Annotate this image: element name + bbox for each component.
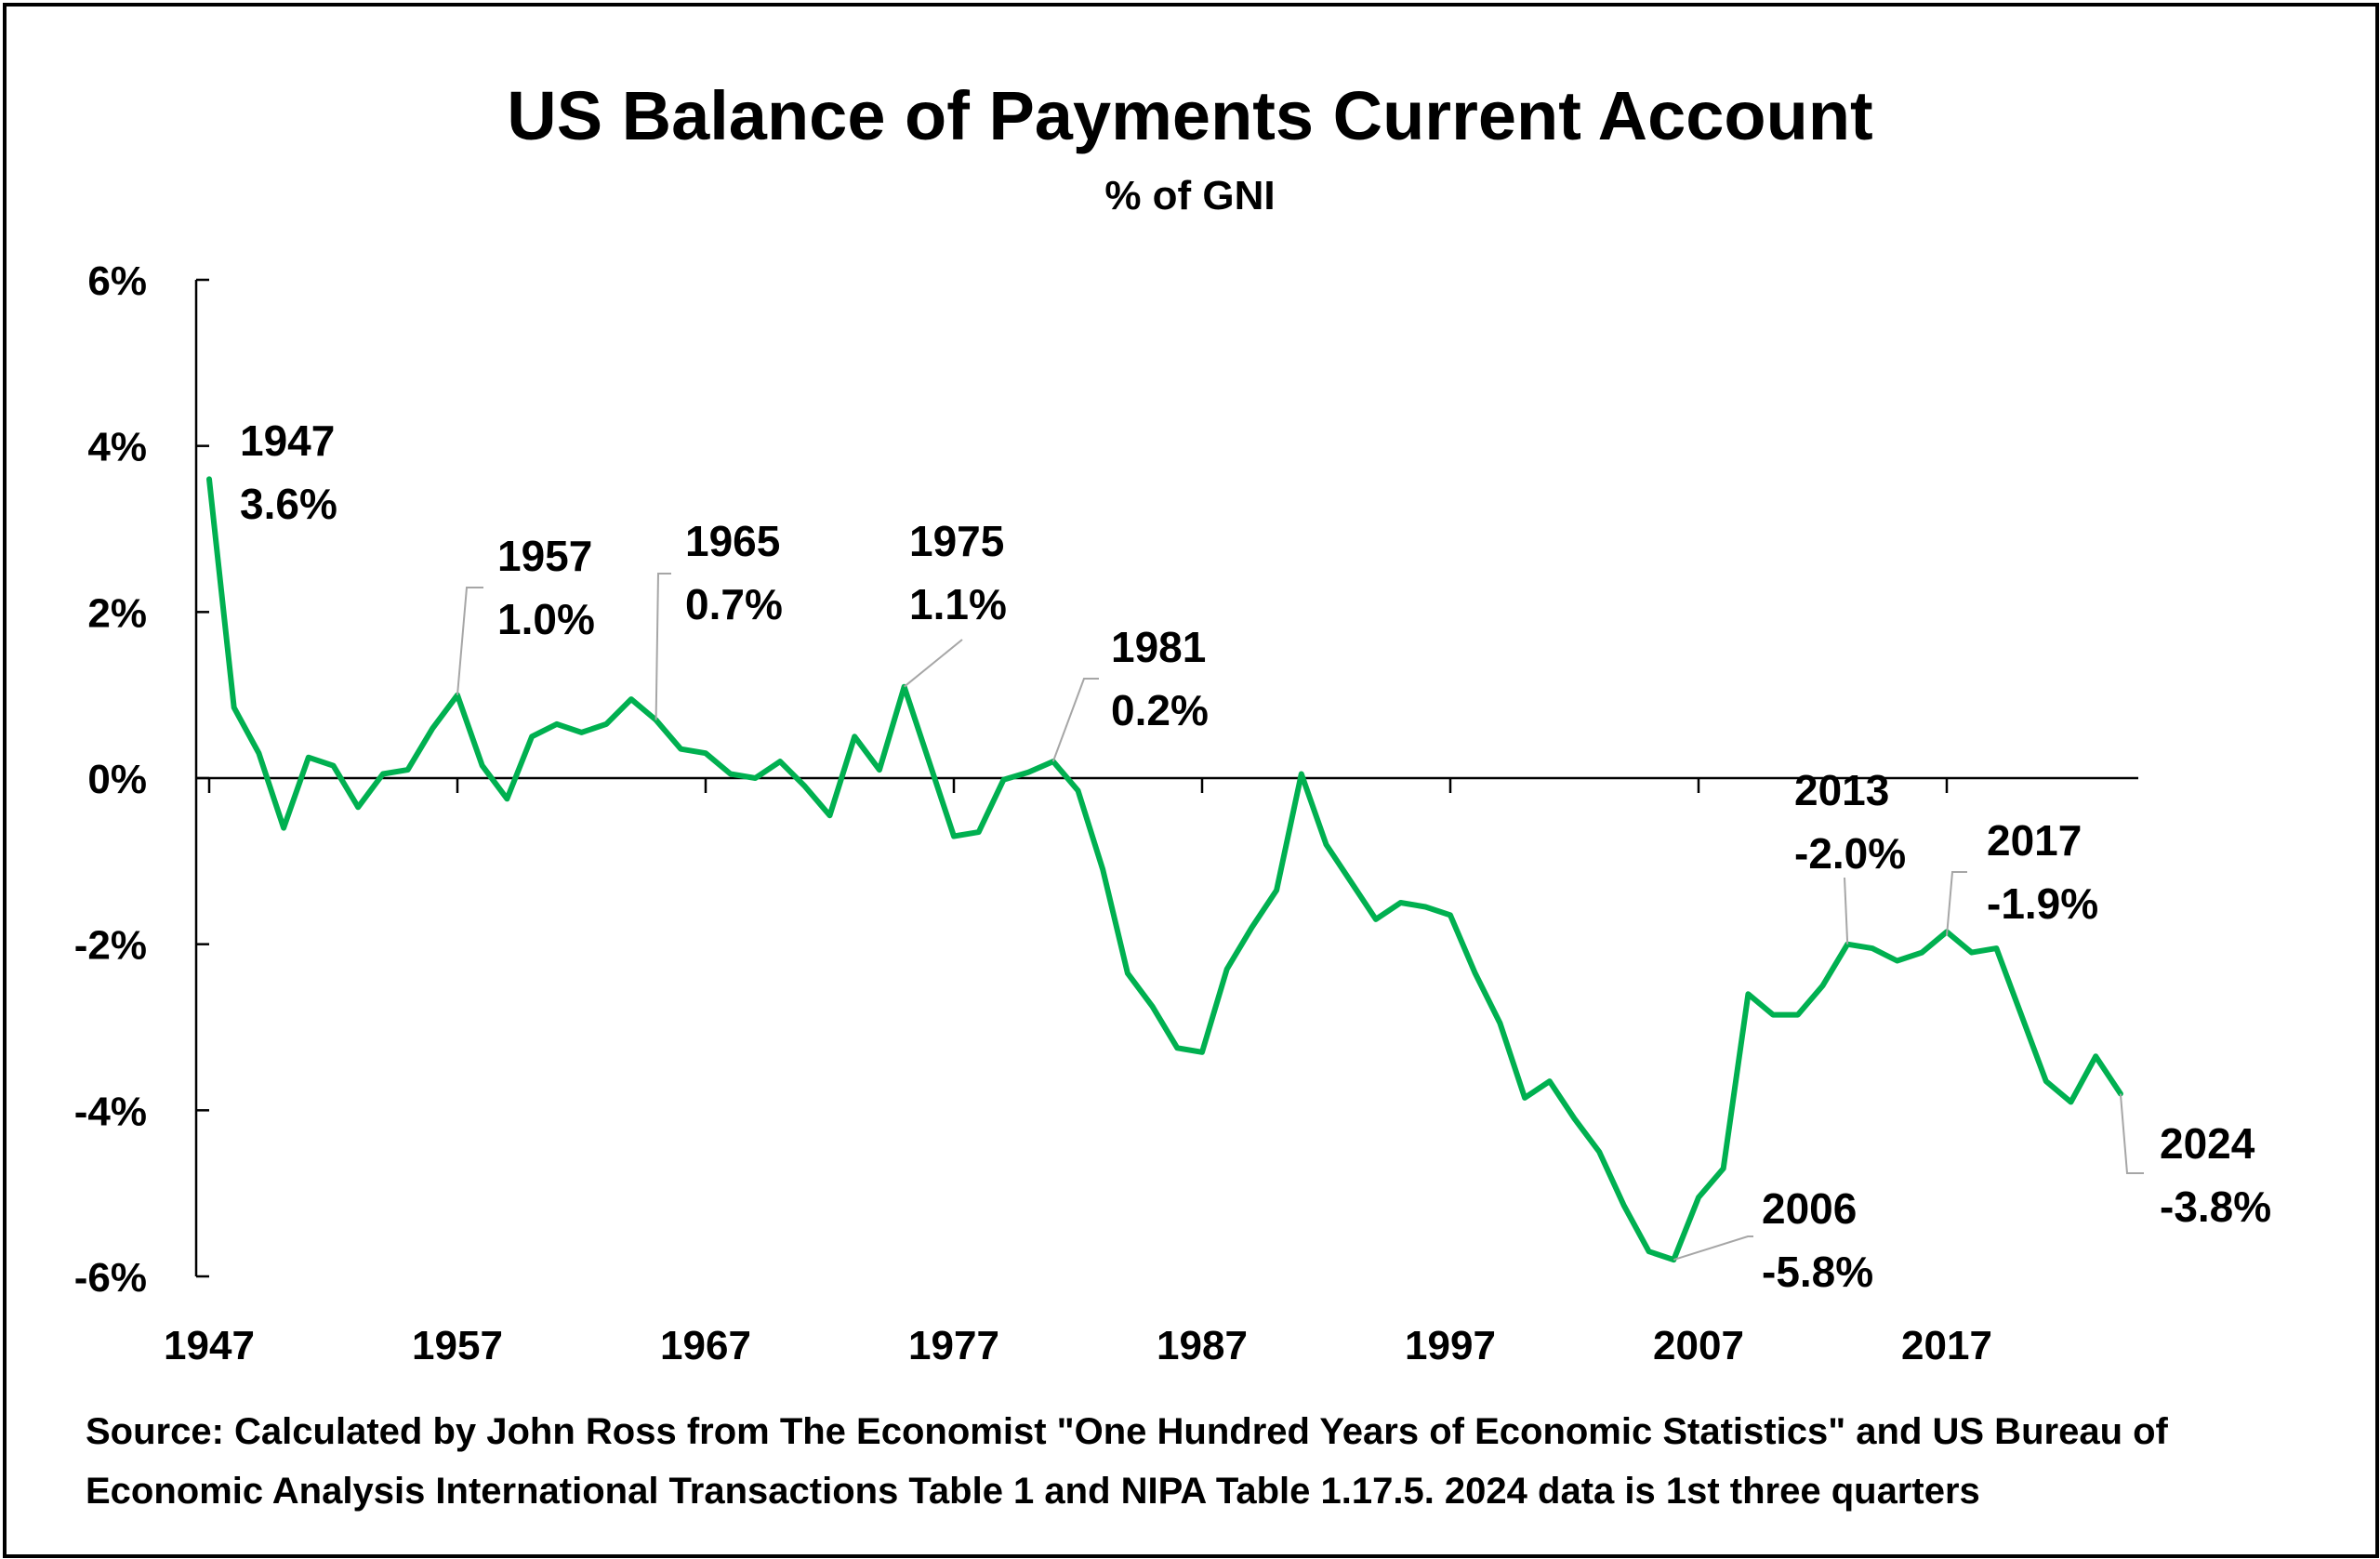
annotation-year-label: 1947 xyxy=(240,416,335,465)
x-tick-label: 1957 xyxy=(412,1323,503,1368)
annotation-value-label: 0.7% xyxy=(685,580,783,628)
chart-ticks: 6% 4% 2% 0% -2% -4% -6% 1947 1957 1967 1977 1987 199… xyxy=(74,258,1992,1368)
annotation-value-label: -3.8% xyxy=(2160,1182,2271,1231)
series-line xyxy=(206,476,2123,1263)
chart-subtitle: % of GNI xyxy=(1104,173,1276,218)
x-tick-label: 1967 xyxy=(660,1323,751,1368)
annotation-value-label: 1.0% xyxy=(497,595,595,643)
chart-annotations: 1947 3.6% 1957 1.0% 1965 0.7% 1975 1.1% 1981 0.2%… xyxy=(240,416,2271,1296)
annotation-leader xyxy=(1673,1235,1753,1262)
x-tick-label: 1977 xyxy=(908,1323,999,1368)
x-tick-label: 1987 xyxy=(1157,1323,1248,1368)
annotation-value-label: 3.6% xyxy=(240,480,337,528)
x-tick-label: 1997 xyxy=(1405,1323,1496,1368)
chart-series xyxy=(206,476,2123,1263)
y-tick-label: -6% xyxy=(74,1255,147,1301)
annotation-leader xyxy=(654,573,671,720)
annotation-leader xyxy=(456,587,483,695)
x-tick-label: 1947 xyxy=(164,1323,255,1368)
annotation-year-label: 2024 xyxy=(2160,1119,2255,1168)
annotation-value-label: -5.8% xyxy=(1762,1248,1873,1296)
annotation-year-label: 1981 xyxy=(1111,623,1206,671)
y-tick-label: -4% xyxy=(74,1089,147,1134)
source-note: Source: Calculated by John Ross from The… xyxy=(86,1411,2168,1512)
y-tick-label: 6% xyxy=(87,258,147,304)
annotation-leader xyxy=(1844,877,1849,945)
y-tick-label: 2% xyxy=(87,590,147,636)
annotation-year-label: 1975 xyxy=(909,517,1004,565)
annotation-value-label: -2.0% xyxy=(1794,829,1906,878)
annotation-leader xyxy=(1946,871,1967,936)
annotation-leader xyxy=(1051,678,1099,762)
annotation-value-label: 0.2% xyxy=(1111,686,1209,734)
annotation-year-label: 1965 xyxy=(685,517,780,565)
annotation-year-label: 2006 xyxy=(1762,1184,1857,1233)
annotation-year-label: 1957 xyxy=(497,532,592,580)
y-tick-label: 0% xyxy=(87,757,147,802)
y-tick-label: -2% xyxy=(74,923,147,969)
y-tick-label: 4% xyxy=(87,425,147,470)
chart-frame xyxy=(3,3,2379,1558)
annotation-year-label: 2013 xyxy=(1794,766,1889,814)
chart-title: US Balance of Payments Current Account xyxy=(507,77,1873,154)
x-tick-label: 2017 xyxy=(1901,1323,1992,1368)
annotation-year-label: 2017 xyxy=(1987,816,2082,865)
annotation-value-label: 1.1% xyxy=(909,580,1007,628)
x-tick-label: 2007 xyxy=(1653,1323,1744,1368)
annotation-value-label: -1.9% xyxy=(1987,879,2098,928)
annotation-leader xyxy=(903,639,963,688)
annotation-leader xyxy=(2119,1093,2144,1174)
